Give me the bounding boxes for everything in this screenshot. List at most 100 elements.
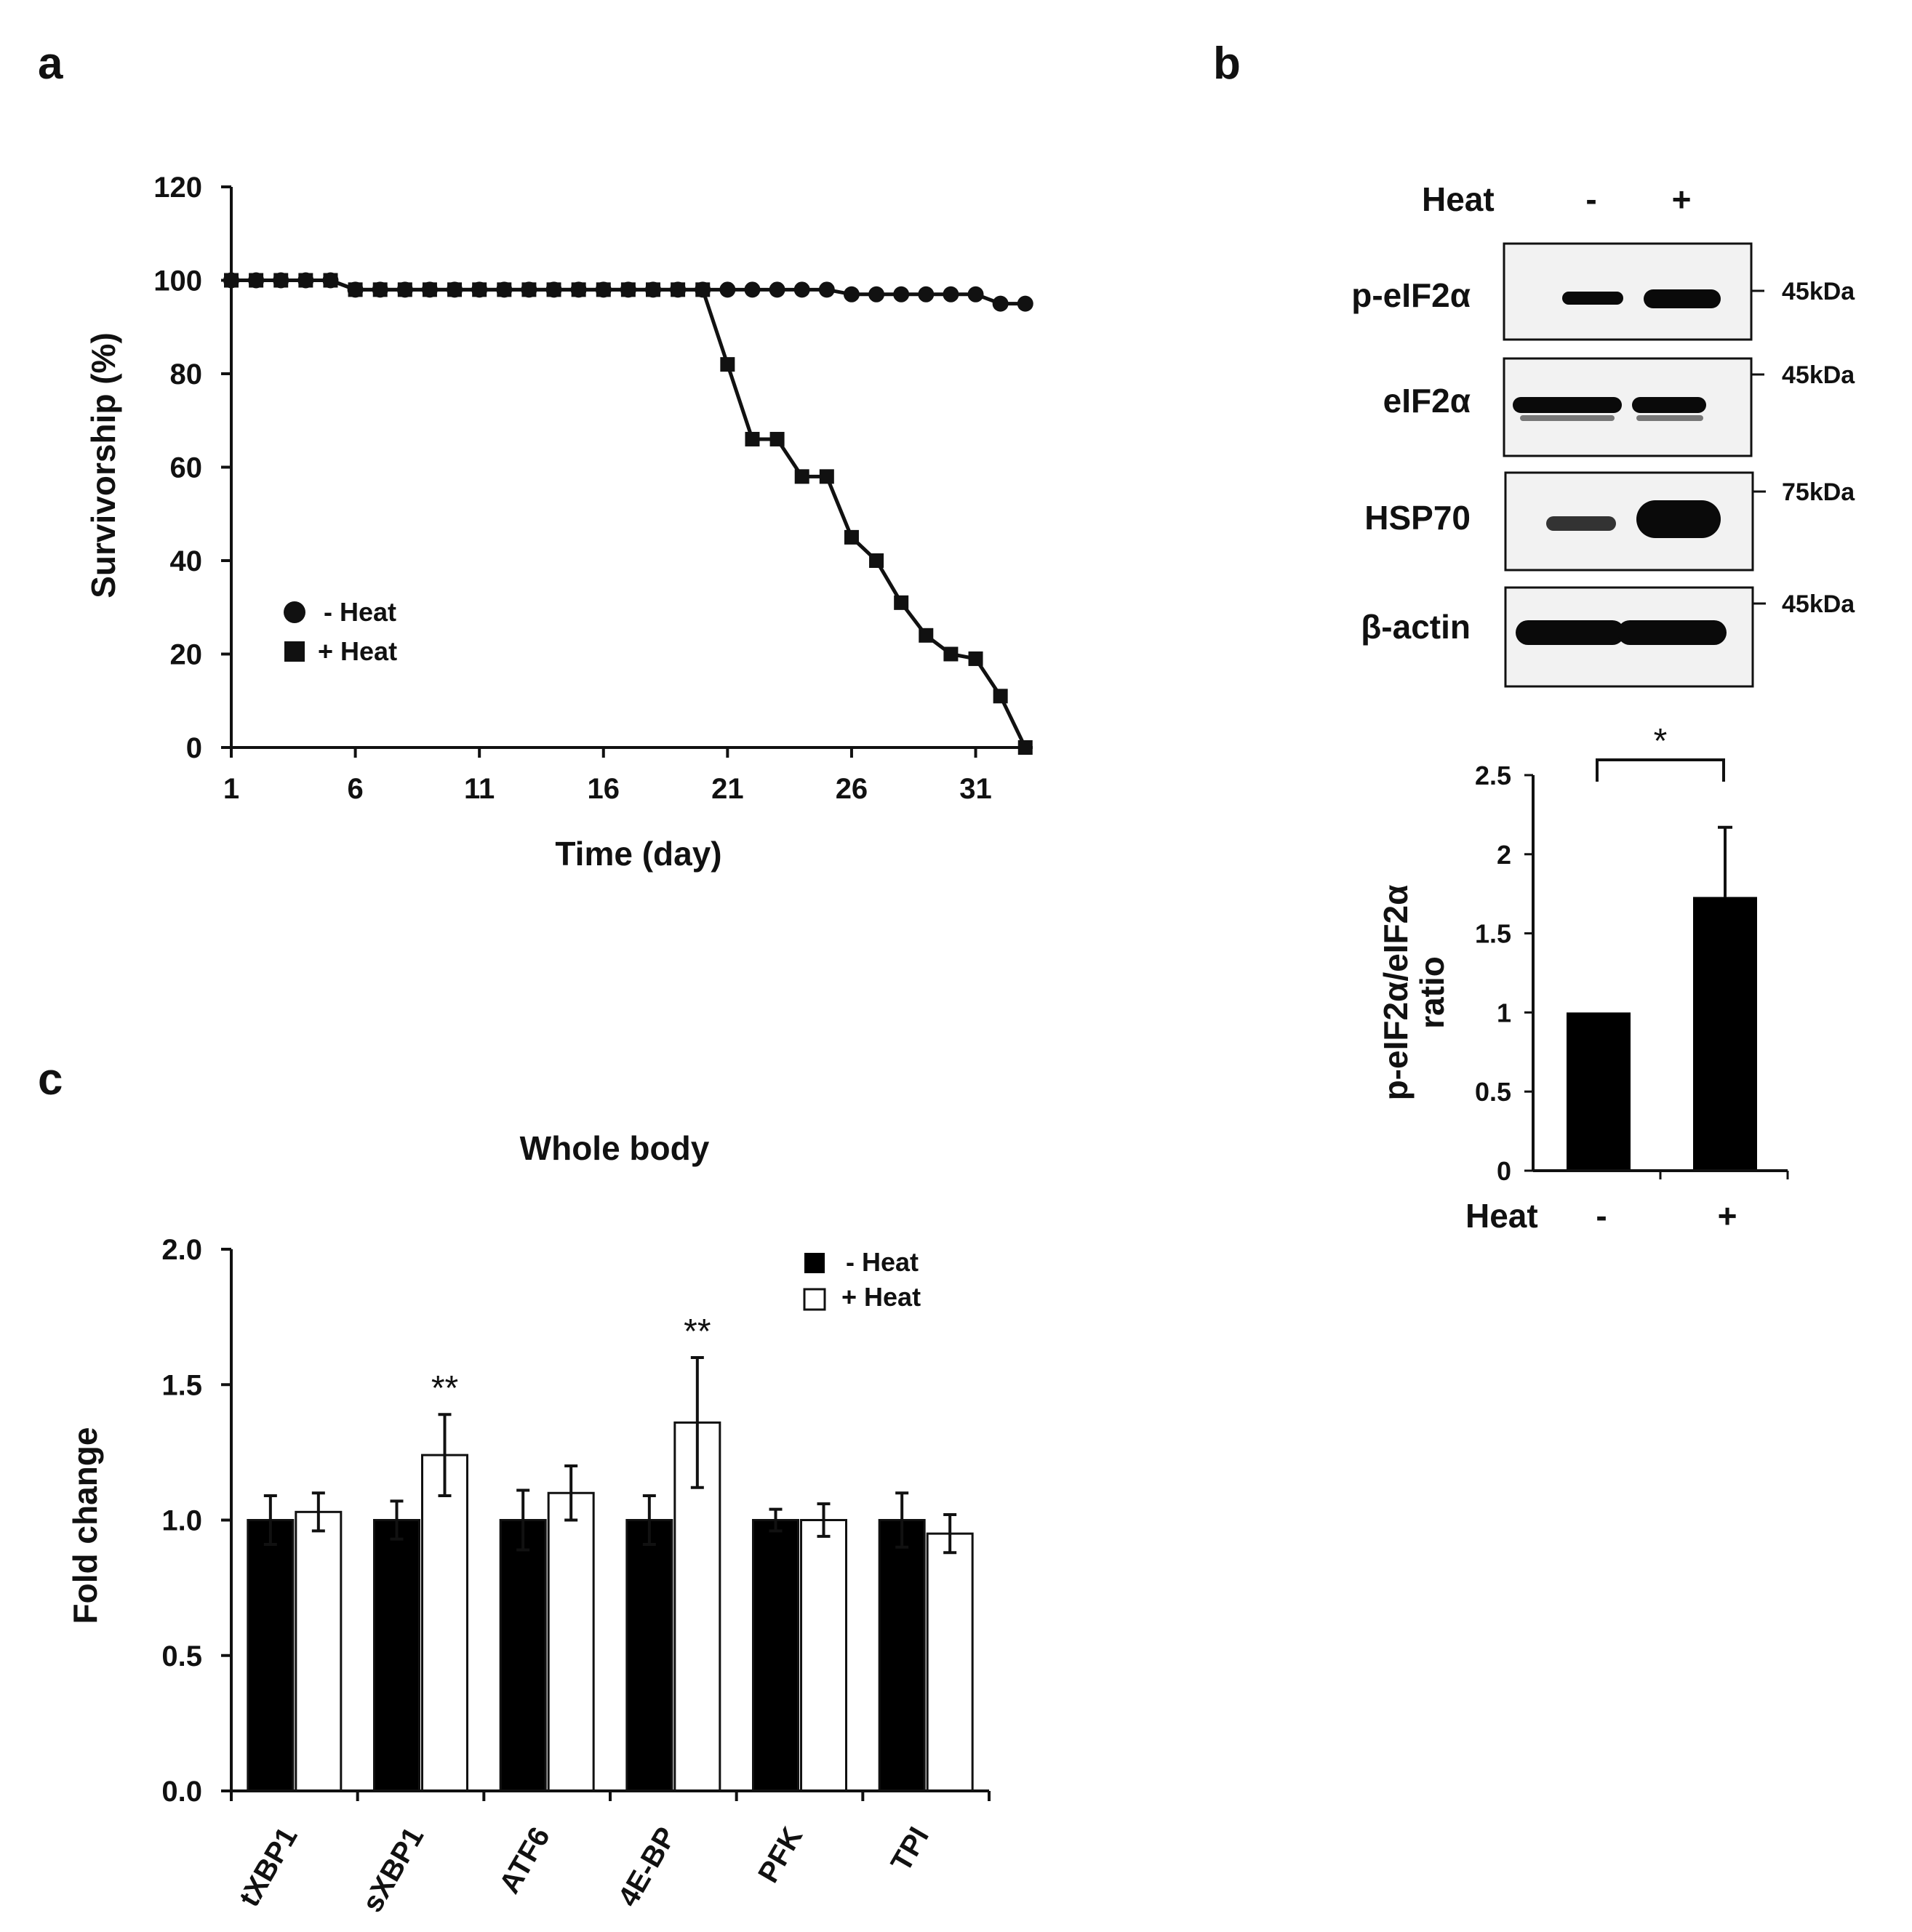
ratio-y-tick-label: 2 xyxy=(1497,840,1511,870)
survival-point-plus-heat xyxy=(695,282,711,297)
ratio-bar xyxy=(1567,1012,1631,1171)
whole-body-bar-plus-heat xyxy=(800,1519,847,1792)
blot-band-faint xyxy=(1520,415,1615,421)
whole-body-bar-plus-heat xyxy=(547,1491,595,1792)
blot-band xyxy=(1632,397,1706,413)
survival-point-plus-heat xyxy=(521,282,537,297)
ratio-x-axis-label-heat: Heat xyxy=(1465,1197,1538,1235)
ratio-axes: 0 0.5 1 1.5 2 2.5 xyxy=(1475,761,1789,1186)
survival-legend: - Heat + Heat xyxy=(284,597,397,666)
survival-point-plus-heat xyxy=(372,282,388,297)
blot-band xyxy=(1636,500,1721,538)
survival-x-tick-label: 6 xyxy=(347,773,363,805)
survival-point-minus-heat xyxy=(818,281,835,298)
survival-point-plus-heat xyxy=(596,282,611,297)
survival-point-minus-heat xyxy=(943,286,959,302)
ratio-category-minus: - xyxy=(1596,1197,1607,1235)
whole-body-bar-plus-heat xyxy=(421,1454,468,1792)
whole-body-bar-minus-heat xyxy=(625,1519,673,1792)
blot-lane-plus: + xyxy=(1672,180,1692,218)
survival-x-tick-label: 16 xyxy=(588,773,620,805)
blot-band xyxy=(1562,292,1623,305)
survival-y-tick-label: 120 xyxy=(153,172,202,204)
blot-row-label: eIF2α xyxy=(1383,382,1471,420)
survival-point-minus-heat xyxy=(744,281,761,298)
survival-x-tick-label: 21 xyxy=(711,773,744,805)
western-blot: Heat - + p-eIF2α 45kDa eIF2α 45kDa HSP70 xyxy=(1351,180,1855,688)
whole-body-category-label: 4E-BP xyxy=(612,1822,683,1912)
blot-band xyxy=(1516,620,1625,645)
ratio-category-plus: + xyxy=(1718,1197,1737,1235)
survival-point-plus-heat xyxy=(497,282,512,297)
ratio-y-tick-label: 1.5 xyxy=(1475,919,1511,949)
legend-label-minus-heat: - Heat xyxy=(324,597,396,627)
survival-point-minus-heat xyxy=(868,286,885,302)
legend-circle-marker xyxy=(284,601,305,623)
blot-lane-minus: - xyxy=(1585,180,1596,218)
whole-body-bar-minus-heat xyxy=(752,1519,799,1792)
survival-point-plus-heat xyxy=(620,282,636,297)
blot-header-heat: Heat xyxy=(1422,180,1495,218)
survival-y-tick-label: 40 xyxy=(170,545,203,577)
blot-band xyxy=(1644,289,1721,308)
whole-body-y-axis-title: Fold change xyxy=(66,1427,104,1624)
whole-body-category-label: sXBP1 xyxy=(356,1822,430,1918)
whole-body-category-label: tXBP1 xyxy=(233,1822,304,1912)
survival-y-axis-title: Survivorship (%) xyxy=(84,332,122,598)
survival-point-minus-heat xyxy=(719,281,736,298)
survival-point-minus-heat xyxy=(967,286,984,302)
survival-point-plus-heat xyxy=(571,282,586,297)
whole-body-title: Whole body xyxy=(520,1129,710,1167)
blot-row-p-eif2a: p-eIF2α 45kDa xyxy=(1351,242,1855,341)
ratio-y-tick-label: 0.5 xyxy=(1475,1077,1511,1107)
blot-kda-label: 45kDa xyxy=(1782,361,1855,389)
ratio-y-tick-label: 0 xyxy=(1497,1156,1511,1186)
survival-x-tick-label: 1 xyxy=(223,773,239,805)
survival-point-plus-heat xyxy=(968,651,983,666)
survival-point-plus-heat xyxy=(348,282,363,297)
survival-point-plus-heat xyxy=(298,273,313,288)
ratio-plot-area xyxy=(1567,825,1757,1171)
survival-x-tick-label: 26 xyxy=(836,773,868,805)
whole-body-plot-area: ** ** xyxy=(247,1312,974,1792)
legend-light-swatch xyxy=(803,1288,826,1311)
blot-row-label: β-actin xyxy=(1361,608,1471,646)
whole-body-category-label: PFK xyxy=(752,1821,809,1888)
blot-band xyxy=(1617,620,1727,645)
blot-row-label: HSP70 xyxy=(1364,499,1471,537)
blot-row-hsp70: HSP70 75kDa xyxy=(1364,471,1855,572)
ratio-y-axis-title: p-eIF2α/eIF2α ratio xyxy=(1377,885,1451,1101)
survival-point-plus-heat xyxy=(720,357,735,372)
legend-label-plus-heat: + Heat xyxy=(318,636,397,666)
survival-point-plus-heat xyxy=(919,628,934,643)
whole-body-bar-plus-heat xyxy=(295,1510,343,1792)
survival-y-tick-label: 20 xyxy=(170,639,203,671)
blot-kda-label: 75kDa xyxy=(1782,478,1855,506)
panel-label-a: a xyxy=(38,39,63,89)
whole-body-y-tick-label: 2.0 xyxy=(161,1234,202,1266)
whole-body-category-label: ATF6 xyxy=(493,1822,556,1899)
whole-body-bar-minus-heat xyxy=(499,1519,547,1792)
survival-point-plus-heat xyxy=(993,689,1008,704)
survival-x-axis-title: Time (day) xyxy=(555,835,721,873)
whole-body-y-tick-label: 0.0 xyxy=(161,1776,202,1808)
survival-point-plus-heat xyxy=(769,431,785,446)
whole-body-y-tick-label: 1.5 xyxy=(161,1369,202,1401)
ratio-y-tick-label: 1 xyxy=(1497,998,1511,1027)
survival-point-plus-heat xyxy=(646,282,660,297)
significance-bracket xyxy=(1596,758,1725,782)
legend-square-marker xyxy=(284,641,305,662)
survival-point-plus-heat xyxy=(894,595,909,610)
ratio-y-axis-title-line2: ratio xyxy=(1413,956,1451,1029)
ratio-y-tick-label: 2.5 xyxy=(1475,761,1511,790)
survival-point-minus-heat xyxy=(769,281,785,298)
significance-star: * xyxy=(1654,722,1668,761)
survival-point-plus-heat xyxy=(844,529,859,545)
blot-row-eif2a: eIF2α 45kDa xyxy=(1383,357,1855,457)
whole-body-y-tick-label: 1.0 xyxy=(161,1505,202,1537)
survival-y-tick-label: 60 xyxy=(170,452,203,484)
panel-label-b: b xyxy=(1213,39,1241,89)
whole-body-category-label: TPI xyxy=(885,1822,935,1877)
whole-body-legend: - Heat + Heat xyxy=(803,1247,921,1312)
